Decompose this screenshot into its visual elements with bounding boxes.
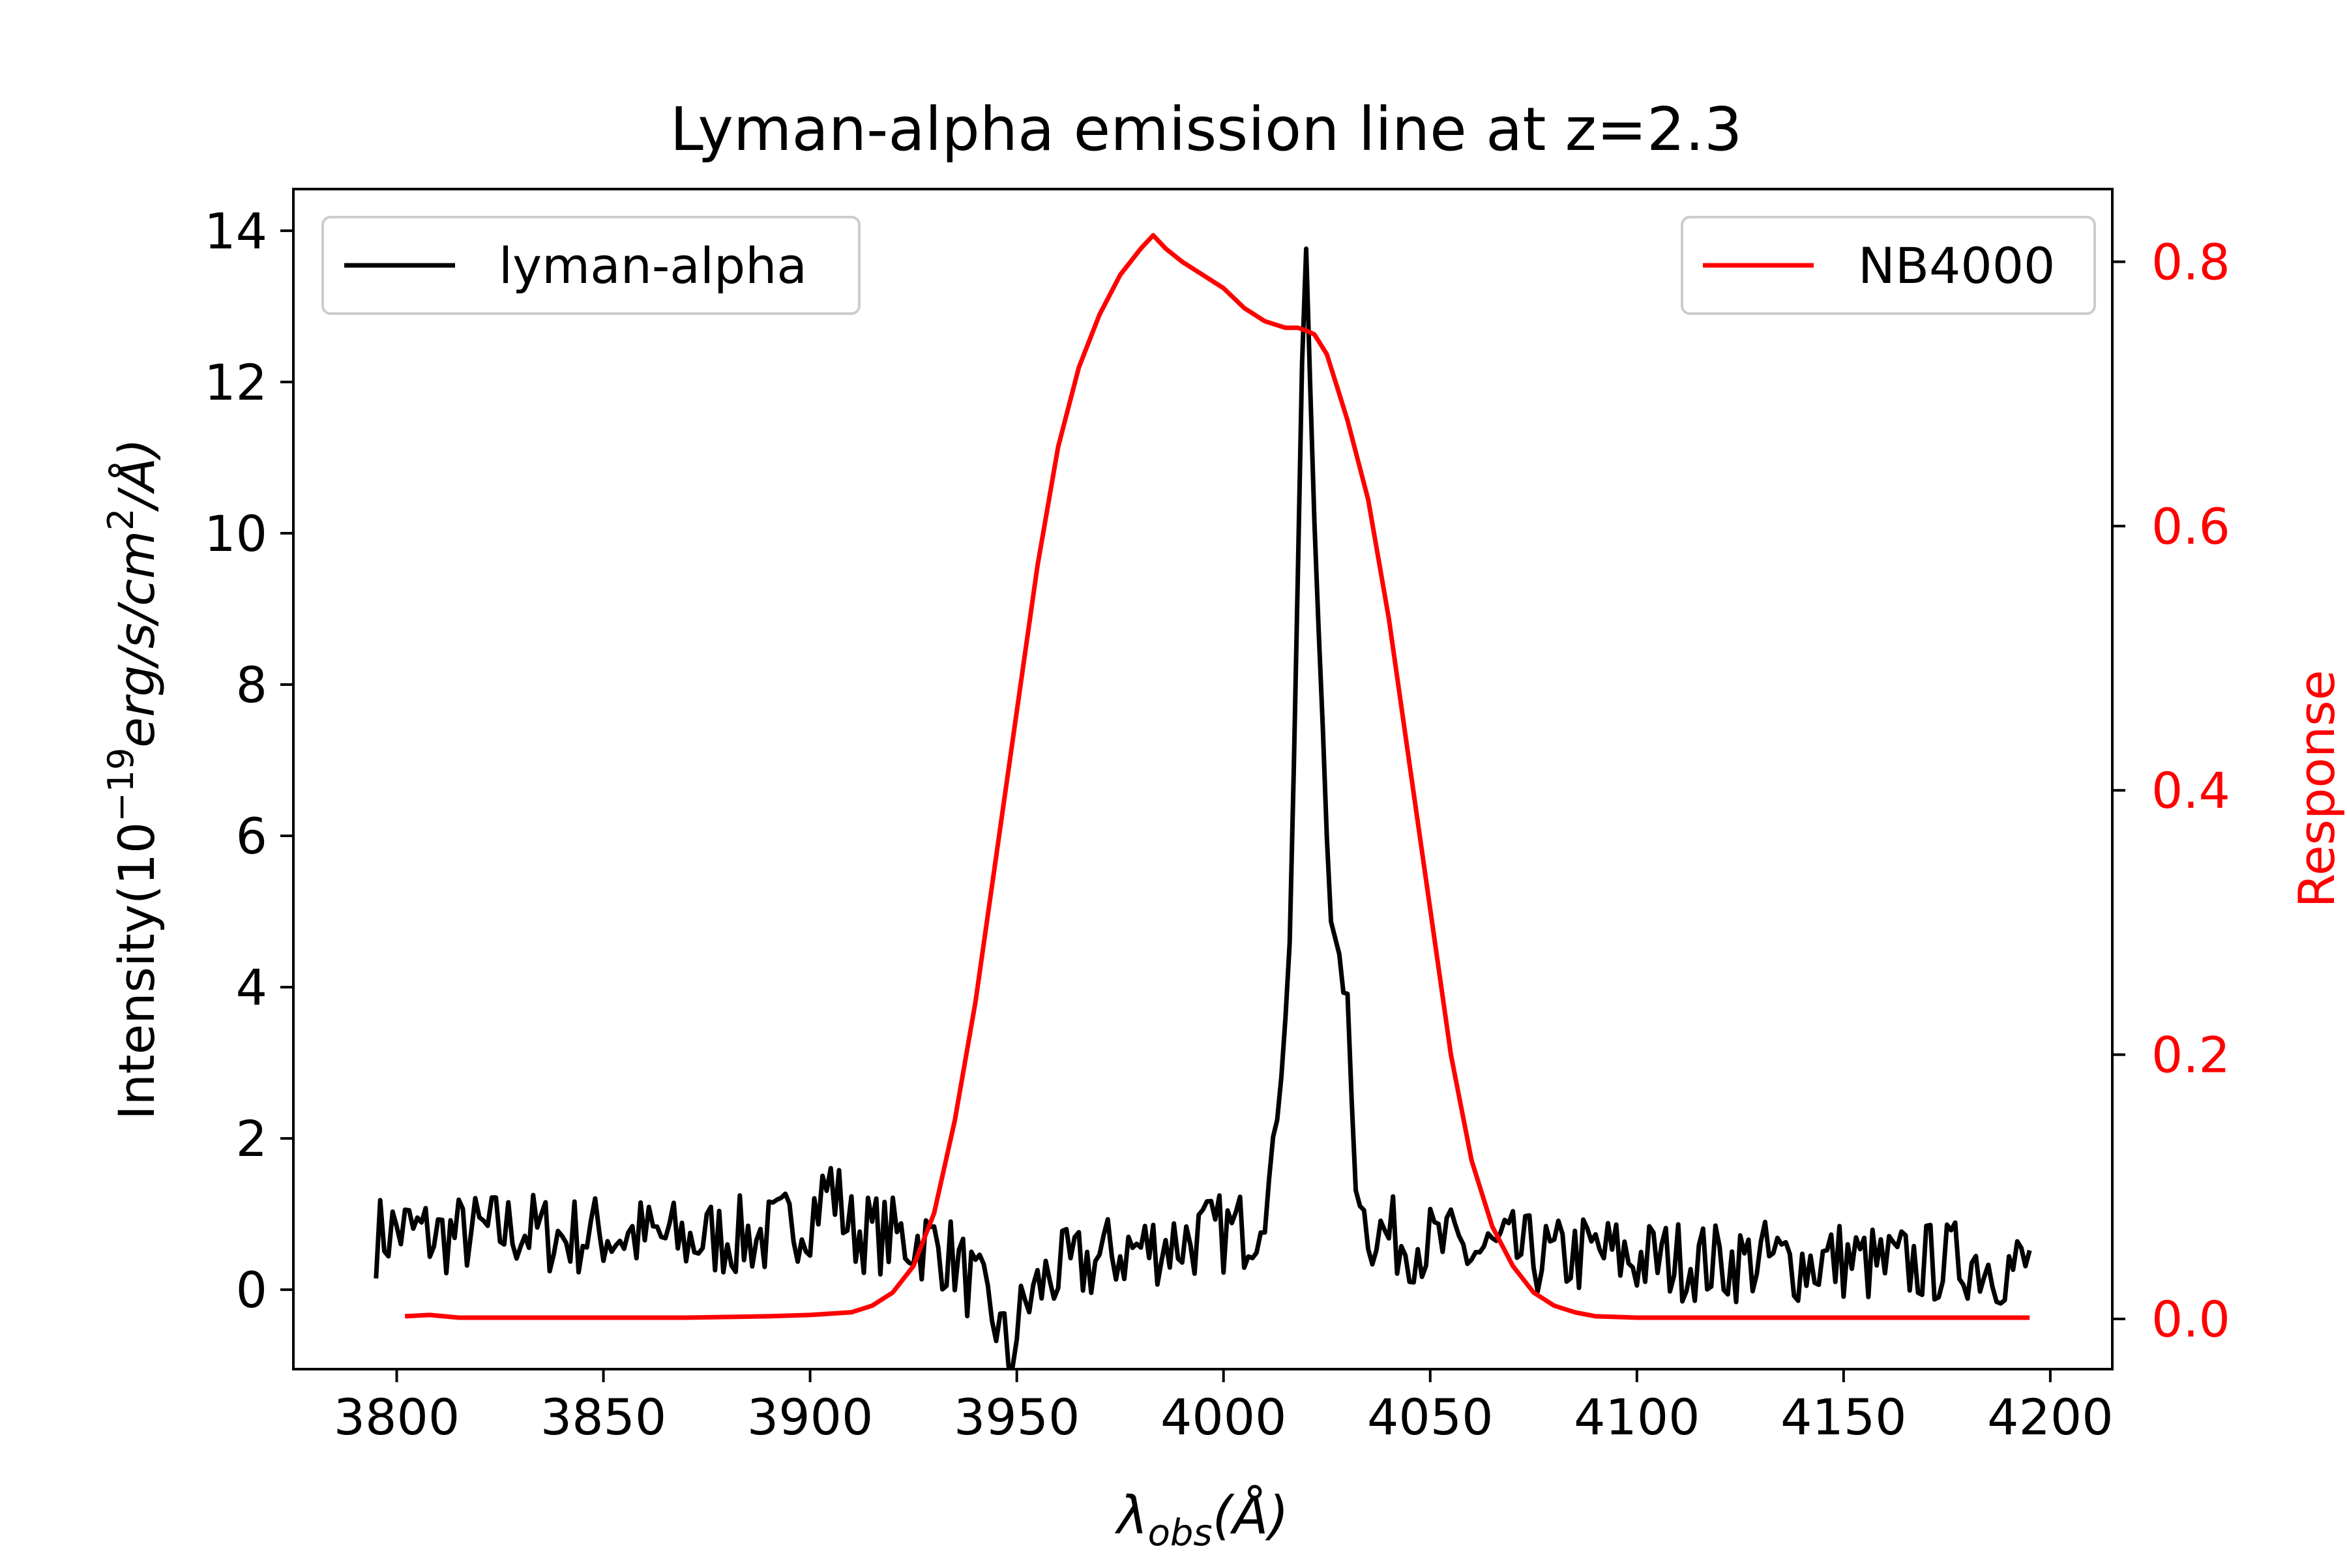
- y-tick-label: 8: [236, 656, 267, 714]
- y-tick-label: 4: [236, 958, 267, 1016]
- x-tick-label: 4150: [1780, 1388, 1906, 1446]
- legend-nb4000: NB4000: [1681, 216, 2096, 315]
- legend-label-nb4000: NB4000: [1858, 237, 2055, 295]
- y-label-suffix: /Å): [108, 438, 166, 512]
- y2-axis-label: Response: [2288, 670, 2346, 908]
- y2-tick-label: 0.0: [2151, 1290, 2230, 1348]
- series-layer: [374, 233, 2032, 1369]
- x-tick-label: 3900: [747, 1388, 873, 1446]
- y-label-prefix: Intensity(10: [108, 822, 166, 1120]
- y-tick-label: 10: [204, 505, 267, 563]
- y2-tick-label: 0.4: [2151, 762, 2230, 820]
- x-tick-label: 3950: [954, 1388, 1080, 1446]
- plot-frame: [292, 188, 2114, 1370]
- y-label-exponent: −19: [100, 748, 141, 822]
- legend-lyman-alpha: lyman-alpha: [321, 216, 861, 315]
- x-label-unit: (Å): [1213, 1485, 1289, 1546]
- y-label-middle: erg/s/cm: [108, 531, 166, 748]
- legend-box-left: [321, 216, 861, 315]
- y-axis-right: 0.0 0.2 0.4 0.6 0.8: [2112, 233, 2230, 1348]
- x-tick-label: 3800: [334, 1388, 460, 1446]
- x-tick-label: 4050: [1367, 1388, 1493, 1446]
- y-tick-label: 14: [204, 202, 267, 260]
- y2-tick-label: 0.2: [2151, 1026, 2230, 1084]
- x-tick-label: 4100: [1574, 1388, 1700, 1446]
- y-axis-left: 0 2 4 6 8 10 12 14: [204, 202, 293, 1319]
- y2-tick-label: 0.8: [2151, 233, 2230, 291]
- series-line-lyman-alpha: [374, 246, 2032, 1369]
- y-tick-label: 6: [236, 807, 267, 865]
- y2-tick-label: 0.6: [2151, 497, 2230, 555]
- x-axis: 3800 3850 3900 3950 4000 4050 4100 4150 4200: [334, 1369, 2114, 1446]
- y-tick-label: 0: [236, 1261, 267, 1319]
- y-tick-label: 2: [236, 1110, 267, 1168]
- x-label-subscript: obs: [1148, 1512, 1213, 1554]
- y-tick-label: 12: [204, 353, 267, 411]
- legend-label-lyman-alpha: lyman-alpha: [499, 237, 807, 295]
- y-axis-label: Intensity(10−19erg/s/cm2/Å): [100, 438, 166, 1120]
- x-tick-label: 4000: [1160, 1388, 1286, 1446]
- x-axis-label: λobs(Å): [1114, 1485, 1288, 1554]
- x-label-symbol: λ: [1114, 1485, 1147, 1546]
- legend-box-right: [1681, 216, 2096, 315]
- series-line-nb4000: [405, 233, 2030, 1320]
- x-tick-label: 4200: [1987, 1388, 2113, 1446]
- x-tick-label: 3850: [540, 1388, 666, 1446]
- chart-title: Lyman-alpha emission line at z=2.3: [670, 95, 1743, 164]
- y-label-power: 2: [100, 508, 141, 530]
